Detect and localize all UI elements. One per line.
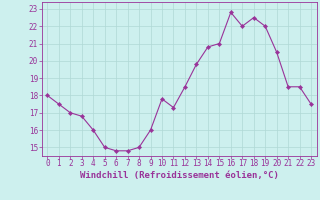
X-axis label: Windchill (Refroidissement éolien,°C): Windchill (Refroidissement éolien,°C): [80, 171, 279, 180]
